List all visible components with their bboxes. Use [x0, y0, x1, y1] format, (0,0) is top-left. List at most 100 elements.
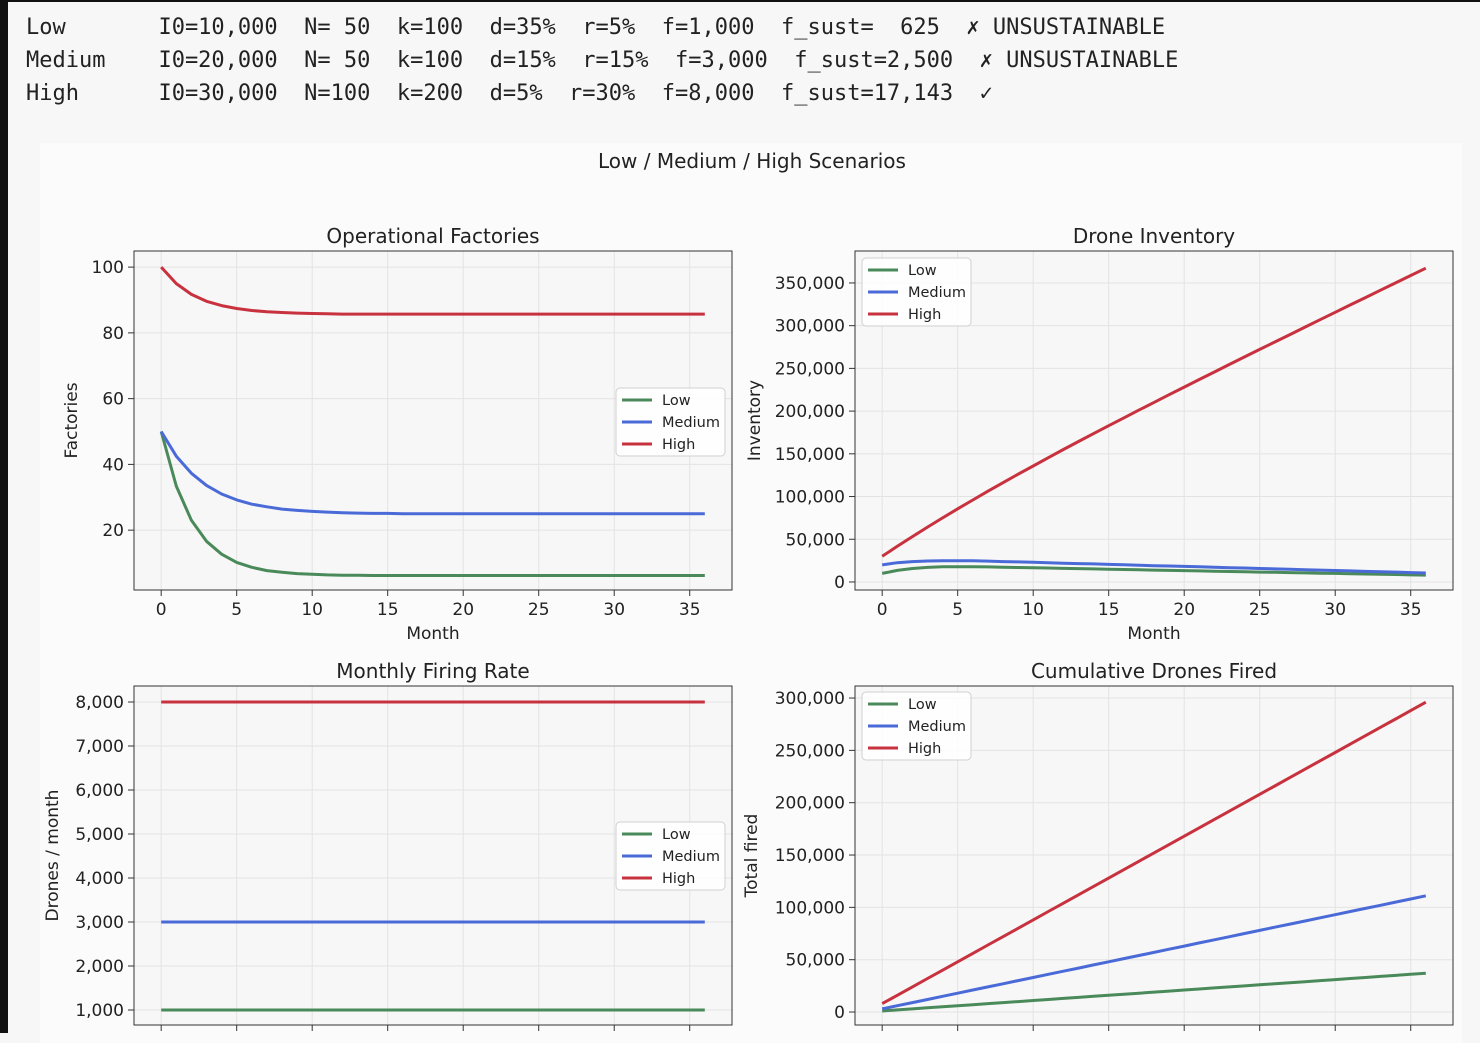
y-tick-label: 5,000: [75, 825, 124, 845]
x-axis-label: Month: [406, 624, 459, 644]
y-tick-label: 0: [834, 573, 845, 593]
legend-label-high: High: [908, 307, 941, 323]
x-tick-label: 15: [1098, 600, 1120, 620]
window-left-edge: [0, 0, 8, 1033]
y-tick-label: 0: [834, 1003, 845, 1023]
y-tick-label: 7,000: [75, 737, 124, 757]
y-tick-label: 8,000: [75, 693, 124, 713]
subplot-cumulative-drones-fired: 0 50,000 100,000 150,000 200,000 250,000 300,0…: [742, 659, 1454, 1031]
x-tick-label: 35: [679, 600, 701, 620]
series-line-low: [882, 971, 1426, 1013]
legend-label-high: High: [908, 741, 941, 757]
y-axis-label: Total fired: [742, 814, 762, 899]
subplot-title: Cumulative Drones Fired: [1031, 659, 1277, 683]
y-tick-label: 60: [102, 390, 124, 410]
series-line-low: [159, 431, 705, 577]
subplot-title: Monthly Firing Rate: [336, 659, 529, 683]
y-tick-label: 350,000: [775, 274, 845, 294]
y-axis-label: Drones / month: [43, 790, 63, 922]
y-tick-label: 200,000: [775, 402, 845, 422]
legend-label-medium: Medium: [908, 285, 966, 301]
legend: Low Medium High: [861, 691, 972, 761]
y-tick-label: 2,000: [75, 957, 124, 977]
legend-label-medium: Medium: [662, 849, 720, 865]
axes-frame: [133, 685, 733, 1026]
legend: Low Medium High: [615, 387, 726, 457]
y-tick-label: 300,000: [775, 317, 845, 337]
window-top-edge: [0, 0, 1480, 2]
subplot-title: Operational Factories: [326, 224, 539, 248]
subplot-title: Drone Inventory: [1073, 224, 1235, 248]
x-tick-label: 25: [1249, 600, 1271, 620]
y-tick-label: 1,000: [75, 1001, 124, 1021]
x-tick-label: 15: [377, 600, 399, 620]
series-line-low: [881, 565, 1426, 577]
y-tick-label: 100: [92, 258, 124, 278]
y-tick-label: 150,000: [775, 445, 845, 465]
legend-label-medium: Medium: [908, 719, 966, 735]
y-axis-label: Factories: [62, 382, 82, 458]
x-tick-label: 0: [156, 600, 167, 620]
legend-box: [615, 387, 726, 457]
y-tick-label: 100,000: [775, 488, 845, 508]
x-tick-label: 20: [452, 600, 474, 620]
legend: Low Medium High: [615, 821, 726, 891]
x-tick-label: 30: [603, 600, 625, 620]
series-line-high: [160, 266, 705, 316]
legend-label-low: Low: [908, 697, 937, 713]
series-line-high: [881, 266, 1427, 558]
legend-box: [861, 691, 972, 761]
y-tick-label: 100,000: [775, 898, 845, 918]
y-axis-label: Inventory: [745, 380, 765, 461]
y-tick-label: 4,000: [75, 869, 124, 889]
output-line-high: High I0=30,000 N=100 k=200 d=5% r=30% f=…: [26, 81, 993, 106]
x-tick-label: 5: [231, 600, 242, 620]
legend-label-high: High: [662, 437, 695, 453]
y-tick-label: 50,000: [786, 951, 845, 971]
legend-box: [615, 821, 726, 891]
subplot-operational-factories: 0 5 10 15 20 25 30 35 20 40 60 80 100 Operational Fac…: [62, 224, 733, 644]
axes-frame: [133, 250, 733, 591]
matplotlib-figure: Low / Medium / High Scenarios 0 5 10 15 20 25…: [40, 143, 1462, 1043]
y-tick-label: 200,000: [775, 794, 845, 814]
output-line-low: Low I0=10,000 N= 50 k=100 d=35% r=5% f=1…: [26, 15, 1166, 40]
y-tick-label: 300,000: [775, 689, 845, 709]
legend-label-low: Low: [662, 393, 691, 409]
y-tick-label: 150,000: [775, 846, 845, 866]
subplot-monthly-firing-rate: 1,000 2,000 3,000 4,000 5,000 6,000 7,000 8,000…: [43, 659, 733, 1031]
y-tick-label: 3,000: [75, 913, 124, 933]
series-line-medium: [881, 559, 1426, 575]
legend-label-low: Low: [908, 263, 937, 279]
x-tick-label: 20: [1173, 600, 1195, 620]
axes-frame: [854, 250, 1454, 591]
x-tick-label: 0: [877, 600, 888, 620]
y-tick-label: 50,000: [786, 530, 845, 550]
y-tick-label: 250,000: [775, 741, 845, 761]
y-tick-label: 250,000: [775, 359, 845, 379]
y-tick-label: 20: [102, 521, 124, 541]
legend-box: [861, 257, 972, 327]
x-tick-label: 25: [528, 600, 550, 620]
x-axis-label: Month: [1127, 624, 1180, 644]
figure-suptitle: Low / Medium / High Scenarios: [598, 149, 906, 173]
legend-label-high: High: [662, 871, 695, 887]
output-line-medium: Medium I0=20,000 N= 50 k=100 d=15% r=15%…: [26, 48, 1179, 73]
figure-canvas: Low / Medium / High Scenarios 0 5 10 15 20 25…: [43, 149, 1454, 1031]
cell-output-text: Low I0=10,000 N= 50 k=100 d=35% r=5% f=1…: [26, 11, 1178, 110]
axes-frame: [854, 685, 1454, 1026]
subplot-drone-inventory: 0 5 10 15 20 25 30 35 0 50,000 100,000 150,000 200,0…: [745, 224, 1454, 644]
legend-label-low: Low: [662, 827, 691, 843]
series-line-medium: [881, 894, 1427, 1011]
y-tick-label: 80: [102, 324, 124, 344]
legend: Low Medium High: [861, 257, 972, 327]
y-tick-label: 40: [102, 455, 124, 475]
y-tick-label: 6,000: [75, 781, 124, 801]
series-line-medium: [159, 430, 705, 516]
x-tick-label: 10: [301, 600, 323, 620]
series-line-high: [881, 700, 1427, 1005]
x-tick-label: 30: [1324, 600, 1346, 620]
x-tick-label: 10: [1022, 600, 1044, 620]
legend-label-medium: Medium: [662, 415, 720, 431]
x-tick-label: 35: [1400, 600, 1422, 620]
x-tick-label: 5: [952, 600, 963, 620]
